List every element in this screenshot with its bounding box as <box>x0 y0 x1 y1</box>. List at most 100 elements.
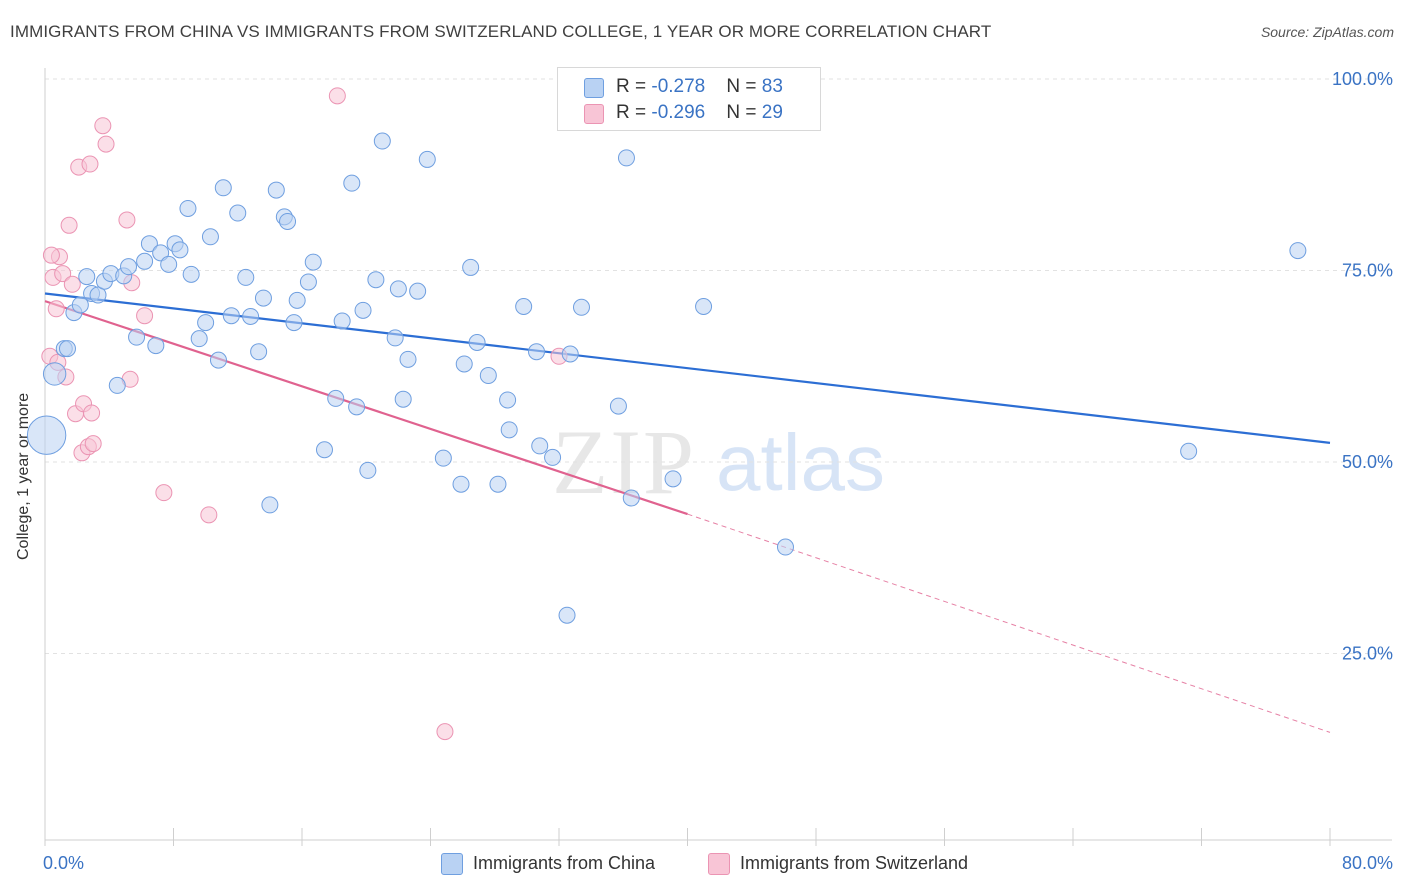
china-swatch <box>584 78 604 98</box>
y-tick-label: 25.0% <box>1342 644 1393 664</box>
x-tick-label-max: 80.0% <box>1342 853 1393 873</box>
china-point <box>120 258 138 276</box>
china-point <box>182 265 200 283</box>
switzerland-point <box>54 265 72 283</box>
trend-lines <box>44 292 1331 733</box>
china-point <box>695 298 713 316</box>
china-point <box>108 376 126 394</box>
china-point <box>389 280 407 298</box>
switzerland-point <box>155 484 173 502</box>
china-point <box>78 268 96 286</box>
china-point <box>418 150 436 168</box>
switzerland-swatch <box>584 104 604 124</box>
legend-r-label: R = <box>616 102 652 123</box>
stats-legend: R = -0.278 N = 83 R = -0.296 N = 29 <box>557 67 821 131</box>
china-point <box>285 314 303 332</box>
x-tick-label-min: 0.0% <box>43 853 84 873</box>
chart-title: IMMIGRANTS FROM CHINA VS IMMIGRANTS FROM… <box>10 22 992 41</box>
switzerland-point <box>83 404 101 422</box>
china-point <box>528 343 546 361</box>
grid <box>45 78 1392 654</box>
china-point <box>214 179 232 197</box>
china-point <box>354 301 372 319</box>
china-point <box>343 174 361 192</box>
china-point <box>489 475 507 493</box>
china-point <box>468 334 486 352</box>
china-point <box>222 307 240 325</box>
china-point <box>1180 442 1198 460</box>
china-point <box>42 362 67 386</box>
china-point <box>209 351 227 369</box>
china-point <box>58 340 76 358</box>
china-point <box>394 390 412 408</box>
china-point <box>299 273 317 291</box>
china-point <box>304 253 322 271</box>
china-point <box>452 475 470 493</box>
china-point <box>558 606 576 624</box>
china-point <box>617 149 635 167</box>
china-point <box>776 538 794 556</box>
china-point <box>140 235 158 253</box>
switzerland-point <box>47 300 65 318</box>
china-point <box>359 461 377 479</box>
legend-n-value: 83 <box>761 76 783 97</box>
switzerland-point <box>200 506 218 524</box>
china-point <box>622 489 640 507</box>
switzerland-legend-swatch <box>708 853 730 875</box>
switzerland-point <box>42 246 60 264</box>
china-point <box>136 252 154 270</box>
switzerland-point <box>328 87 346 105</box>
china-point <box>152 244 170 262</box>
china-point <box>179 199 197 217</box>
china-point <box>229 204 247 222</box>
china-point <box>1289 242 1307 260</box>
china-legend-swatch <box>441 853 463 875</box>
china-point <box>333 312 351 330</box>
legend-r-value: -0.296 <box>651 102 706 123</box>
source-credit: Source: ZipAtlas.com <box>1260 24 1394 40</box>
china-point <box>544 448 562 466</box>
china-point <box>147 337 165 355</box>
china-point <box>201 228 219 246</box>
switzerland-point <box>118 211 136 229</box>
switzerland-point <box>63 275 81 293</box>
data-points <box>26 83 1307 741</box>
china-point <box>71 296 89 314</box>
china-legend-label: Immigrants from China <box>473 853 656 873</box>
china-point <box>572 298 590 316</box>
china-point <box>373 132 391 150</box>
china-point <box>609 397 627 415</box>
china-point <box>455 355 473 373</box>
y-tick-label: 75.0% <box>1342 261 1393 281</box>
switzerland-point <box>136 307 154 325</box>
china-point <box>479 366 497 384</box>
china-point <box>327 389 345 407</box>
switzerland-point <box>94 117 112 135</box>
switzerland-point <box>84 435 102 453</box>
y-tick-label: 100.0% <box>1332 69 1393 89</box>
china-point <box>367 271 385 289</box>
china-point <box>515 298 533 316</box>
china-point <box>409 282 427 300</box>
china-point <box>315 441 333 459</box>
china-point <box>399 350 417 368</box>
china-point <box>561 345 579 363</box>
china-point <box>279 212 297 230</box>
china-point <box>499 391 517 409</box>
china-point <box>250 343 268 361</box>
y-tick-label: 50.0% <box>1342 452 1393 472</box>
legend-n-value: 29 <box>761 102 783 123</box>
switzerland-point <box>60 216 78 234</box>
legend-r-value: -0.278 <box>651 76 706 97</box>
china-point <box>288 291 306 309</box>
china-point <box>242 307 260 325</box>
switzerland-point <box>97 135 115 153</box>
china-point <box>190 330 208 348</box>
china-point <box>128 328 146 346</box>
legend-n-label: N = <box>726 76 762 97</box>
china-point <box>664 470 682 488</box>
switzerland-point <box>81 155 99 173</box>
tick-labels: 25.0% 50.0% 75.0% 100.0% 0.0% 80.0% <box>43 69 1393 873</box>
china-point <box>267 181 285 199</box>
